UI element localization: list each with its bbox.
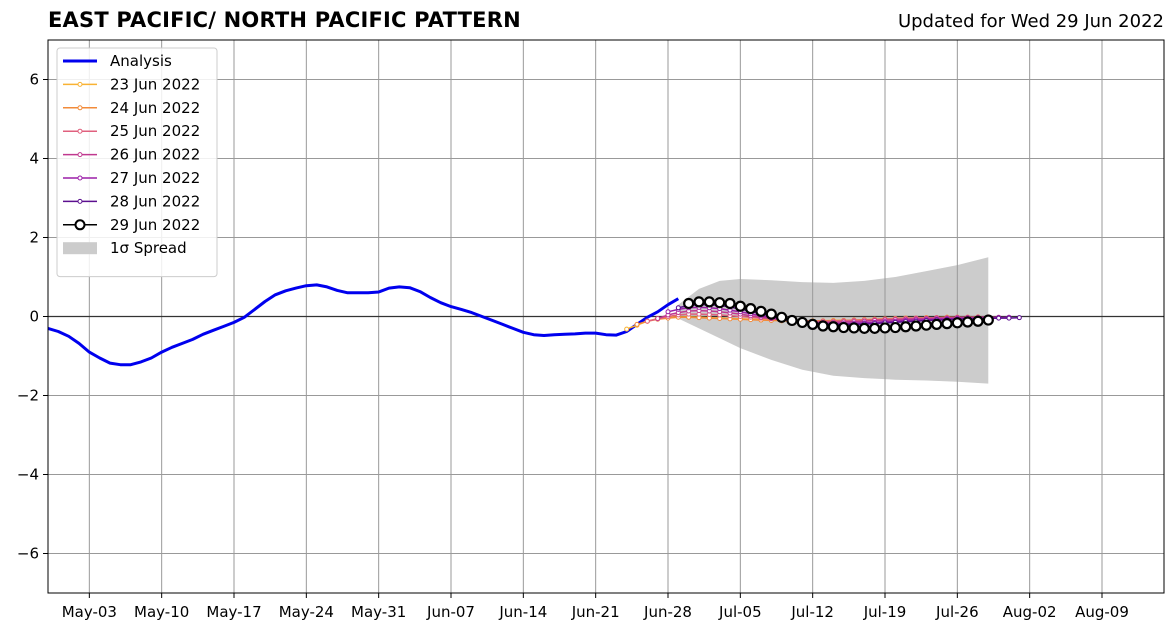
x-tick-label: May-31 — [351, 603, 406, 621]
legend-marker — [74, 219, 86, 231]
data-point — [624, 326, 630, 332]
series-line — [47, 283, 680, 367]
data-point — [714, 297, 726, 309]
axes-layer: May-03 May-10 May-17 May-24 May-31 Jun-07 Jun-… — [17, 39, 1165, 621]
data-point — [807, 318, 819, 330]
legend-marker — [77, 128, 83, 134]
legend-label: 27 Jun 2022 — [110, 169, 200, 187]
chart-title: EAST PACIFIC/ NORTH PACIFIC PATTERN — [48, 8, 521, 32]
grid-layer — [48, 40, 1164, 593]
legend-label: 23 Jun 2022 — [110, 75, 200, 93]
y-tick-label: 4 — [29, 150, 39, 168]
data-point — [941, 318, 953, 330]
x-tick-label: May-10 — [134, 603, 189, 621]
legend-label: 25 Jun 2022 — [110, 122, 200, 140]
data-point — [755, 305, 767, 317]
data-point — [655, 315, 661, 321]
updated-date: Updated for Wed 29 Jun 2022 — [897, 11, 1164, 32]
x-tick-label: Aug-02 — [1003, 603, 1057, 621]
data-point — [858, 322, 870, 334]
x-tick-label: May-24 — [279, 603, 334, 621]
series-layer — [47, 283, 1022, 367]
data-point — [838, 321, 850, 334]
legend-label: 28 Jun 2022 — [110, 192, 200, 210]
x-tick-label: May-03 — [62, 603, 117, 621]
y-tick-label: −2 — [17, 387, 39, 405]
legend-swatch — [63, 242, 97, 255]
data-point — [931, 318, 943, 330]
x-tick-label: May-17 — [206, 603, 261, 621]
legend-label: Analysis — [110, 52, 172, 70]
data-point — [734, 300, 746, 312]
x-tick-label: Jul-05 — [718, 603, 762, 621]
data-point — [675, 305, 681, 311]
data-point — [972, 315, 984, 327]
legend-marker — [77, 81, 83, 87]
x-tick-label: Aug-09 — [1075, 603, 1129, 621]
data-point — [827, 321, 839, 333]
data-point — [644, 318, 650, 324]
data-point — [817, 320, 829, 332]
data-point — [982, 314, 994, 326]
data-point — [920, 319, 932, 331]
data-point — [962, 316, 974, 328]
x-tick-label: Jun-14 — [498, 603, 547, 621]
legend-marker — [77, 175, 83, 181]
y-tick-label: 2 — [29, 229, 39, 247]
x-tick-label: Jul-12 — [790, 603, 834, 621]
data-point — [848, 322, 860, 334]
legend-label: 29 Jun 2022 — [110, 216, 200, 234]
data-point — [1016, 315, 1022, 321]
legend-label: 26 Jun 2022 — [110, 146, 200, 164]
series-line — [657, 309, 999, 324]
data-point — [693, 296, 705, 308]
data-point — [786, 314, 798, 327]
x-tick-label: Jul-19 — [863, 603, 907, 621]
data-point — [765, 308, 777, 320]
data-point — [889, 321, 901, 334]
legend-label: 1σ Spread — [110, 239, 187, 257]
y-tick-label: 6 — [29, 71, 39, 89]
y-tick-label: −6 — [17, 545, 39, 563]
x-tick-label: Jul-26 — [935, 603, 979, 621]
data-point — [1006, 315, 1012, 321]
x-tick-label: Jun-21 — [571, 603, 620, 621]
data-point — [634, 321, 640, 327]
x-tick-label: Jun-28 — [643, 603, 692, 621]
data-point — [745, 303, 757, 315]
data-point — [665, 309, 671, 315]
data-point — [869, 322, 881, 334]
legend-label: 24 Jun 2022 — [110, 99, 200, 117]
legend-marker — [77, 152, 83, 158]
legend-box — [56, 47, 218, 278]
series-line — [667, 306, 1010, 325]
data-point — [683, 297, 695, 310]
data-point — [900, 321, 912, 333]
data-point — [951, 317, 963, 329]
data-point — [996, 315, 1002, 321]
x-tick-label: Jun-07 — [426, 603, 475, 621]
legend: Analysis 23 Jun 2022 24 Jun 2022 25 Jun 202… — [56, 47, 218, 278]
data-point — [796, 316, 808, 329]
legend-marker — [77, 105, 83, 111]
y-tick-label: −4 — [17, 466, 39, 484]
y-tick-label: 0 — [29, 308, 39, 326]
data-point — [879, 322, 891, 334]
legend-marker — [77, 198, 83, 204]
data-point — [910, 320, 922, 332]
data-point — [776, 311, 788, 323]
data-point — [724, 297, 736, 310]
data-point — [703, 296, 715, 308]
plot-frame — [47, 39, 1165, 594]
